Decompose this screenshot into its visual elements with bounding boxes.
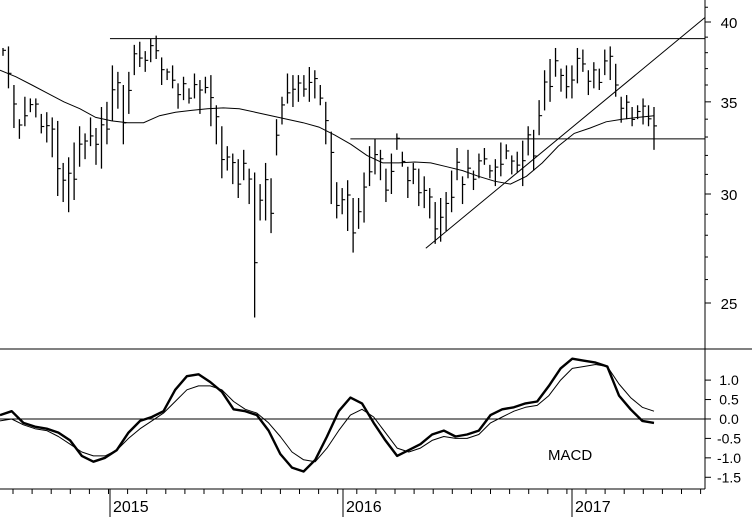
macd-panel: 1.0 0.5 0.0 -0.5 -1.0 -1.5 MACD xyxy=(0,357,741,485)
macd-tick-label: 0.0 xyxy=(719,411,739,427)
macd-title: MACD xyxy=(548,447,592,464)
macd-tick-label: -1.5 xyxy=(717,469,741,485)
price-tick-label: 40 xyxy=(721,15,738,32)
time-axis: 2015 2016 2017 xyxy=(0,488,705,517)
trend-line xyxy=(425,17,706,249)
signal-line xyxy=(0,364,655,463)
price-panel: 25 30 35 40 xyxy=(0,0,752,489)
price-tick-label: 25 xyxy=(721,296,738,313)
macd-tick-label: 0.5 xyxy=(719,392,739,408)
year-label: 2017 xyxy=(575,499,611,516)
price-tick-label: 30 xyxy=(721,187,738,204)
macd-line xyxy=(0,357,655,473)
macd-tick-label: -0.5 xyxy=(717,430,741,446)
macd-tick-label: 1.0 xyxy=(719,372,739,388)
price-tick-label: 35 xyxy=(721,95,738,112)
year-label: 2016 xyxy=(346,499,382,516)
macd-tick-label: -1.0 xyxy=(717,450,741,466)
moving-average-line xyxy=(0,69,655,185)
year-label: 2015 xyxy=(113,499,149,516)
